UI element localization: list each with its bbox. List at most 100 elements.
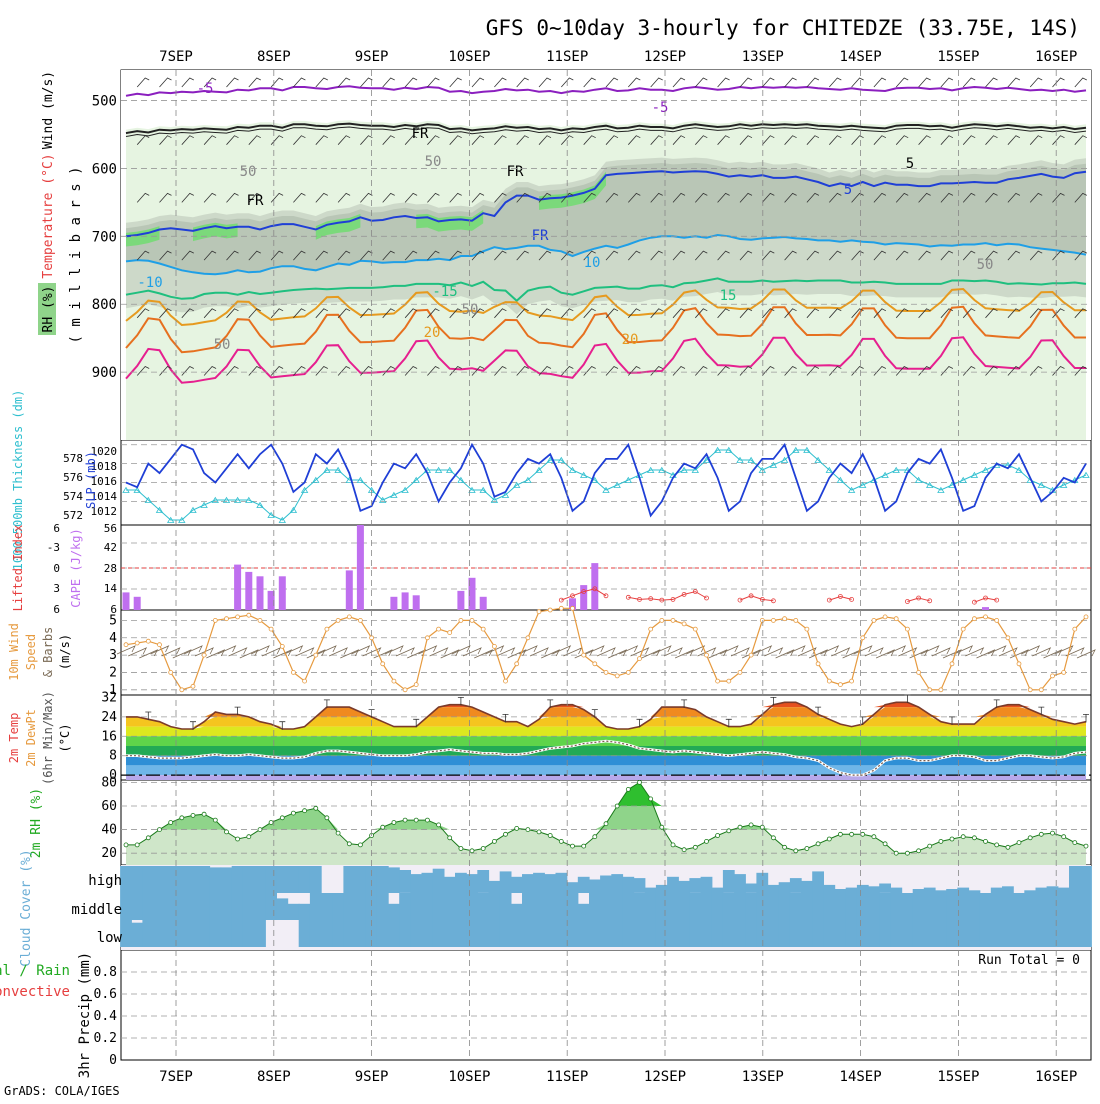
isotherm-line <box>125 85 1087 97</box>
minmax-marker <box>502 714 509 723</box>
cloud-cell-middle <box>555 893 568 920</box>
surface-wind-barb <box>641 649 661 659</box>
wind-barb <box>516 250 529 261</box>
cloud-cell-low <box>477 920 490 947</box>
minmax-marker <box>323 699 330 708</box>
wind-barb <box>449 250 462 261</box>
wind-speed-point <box>145 638 151 644</box>
thickness-point <box>702 456 711 463</box>
rh-point <box>302 808 308 814</box>
precip-tick-label: 0.6 <box>94 987 117 1002</box>
wind-speed-point <box>257 618 263 623</box>
cloud-cell-low <box>309 920 322 947</box>
cloud-cell-low <box>901 920 914 947</box>
date-label-bottom: 9SEP <box>355 1069 389 1085</box>
cloud-cell-middle <box>153 893 166 920</box>
wind-barb <box>695 192 708 203</box>
wind-barb <box>471 250 485 261</box>
surface-wind-barb <box>1054 645 1074 655</box>
minmax-marker <box>1083 714 1089 723</box>
wind-speed-point <box>704 652 709 658</box>
contour-label: -10 <box>137 275 162 291</box>
thickness-point <box>836 476 845 483</box>
thickness-point <box>1059 481 1068 488</box>
thickness-point <box>256 501 264 508</box>
lifted-index-point <box>972 599 977 605</box>
wind-speed-point <box>581 652 587 658</box>
wind-barb <box>1007 77 1021 88</box>
cloud-cell-high <box>566 882 579 893</box>
cloud-cell-high <box>131 866 144 893</box>
cloud-level-label: high <box>88 873 122 889</box>
wind-speed-point <box>1050 673 1055 679</box>
rh-point <box>960 834 966 840</box>
wind-tick-label: 5 <box>109 613 117 628</box>
surface-wind-barb <box>150 645 170 655</box>
cloud-cell-high <box>890 887 903 893</box>
wind-barb <box>762 250 775 261</box>
rh-point <box>157 827 162 832</box>
cloud-cell-high <box>1046 886 1059 894</box>
wind-barb <box>538 192 552 203</box>
rh-point <box>391 820 397 825</box>
cloud-cell-low <box>131 922 144 947</box>
wind-barb <box>337 366 351 376</box>
cloud-cell-low <box>231 920 244 947</box>
rh-area-very-high <box>126 782 1086 806</box>
thickness-point <box>468 486 476 493</box>
cloud-cell-low <box>644 920 657 947</box>
cloud-axis-title: Cloud Cover (%) <box>19 849 34 966</box>
surface-wind-barb <box>808 649 828 659</box>
cape-tick-label: 42 <box>104 541 117 554</box>
rh-point <box>704 839 709 844</box>
wind-speed-point <box>737 670 743 675</box>
contour-label: 20 <box>424 325 441 341</box>
lifted-index-point <box>905 599 910 604</box>
surface-wind-barb <box>887 645 907 655</box>
rh-point <box>145 835 151 841</box>
wind-barb <box>985 135 998 145</box>
cloud-cell-low <box>789 920 802 947</box>
rh-point <box>1038 831 1044 837</box>
thickness-point <box>579 471 588 478</box>
cloud-cell-high <box>1024 890 1037 893</box>
wind-barb <box>226 77 239 88</box>
wind-barb <box>806 135 820 145</box>
pressure-tick-label: 500 <box>92 94 117 110</box>
wind-speed-point <box>994 618 1000 623</box>
wind-speed-point <box>436 626 442 632</box>
cloud-cell-high <box>309 866 322 893</box>
surface-wind-barb <box>585 645 605 655</box>
rh-point <box>893 850 899 856</box>
wind-barb <box>159 308 172 319</box>
isotherm-line <box>125 233 1087 276</box>
rh-point <box>424 817 430 823</box>
cloud-cell-high <box>923 887 936 893</box>
wind-barb <box>895 308 909 319</box>
cloud-cell-middle <box>990 893 1003 920</box>
thickness-point <box>1082 471 1090 478</box>
wind10m-axis-title: (m/s) <box>58 634 72 670</box>
cloud-cell-high <box>856 884 869 893</box>
rh-point <box>480 846 486 851</box>
minmax-marker <box>1038 706 1045 716</box>
wind-barb <box>203 135 217 145</box>
wind-speed-point <box>860 635 866 641</box>
wind10m-axis-title: 10m Wind <box>7 623 21 681</box>
rh-point <box>614 803 620 809</box>
rh-point <box>458 846 464 851</box>
slp-tick-label: 1016 <box>91 475 118 488</box>
cloud-cell-middle <box>209 893 222 920</box>
wind-barb <box>829 250 842 261</box>
cloud-cell-high <box>533 872 545 894</box>
cloud-cell-low <box>142 920 155 947</box>
date-label-top: 7SEP <box>159 49 193 65</box>
cape-bar <box>278 576 286 610</box>
cloud-cell-low <box>354 920 367 947</box>
thickness-point <box>434 466 443 473</box>
cloud-cell-high <box>231 866 244 893</box>
wind-speed-point <box>692 626 698 632</box>
lifted-index-point <box>748 593 754 599</box>
rh-point <box>692 844 698 850</box>
wind-barb <box>159 250 172 261</box>
